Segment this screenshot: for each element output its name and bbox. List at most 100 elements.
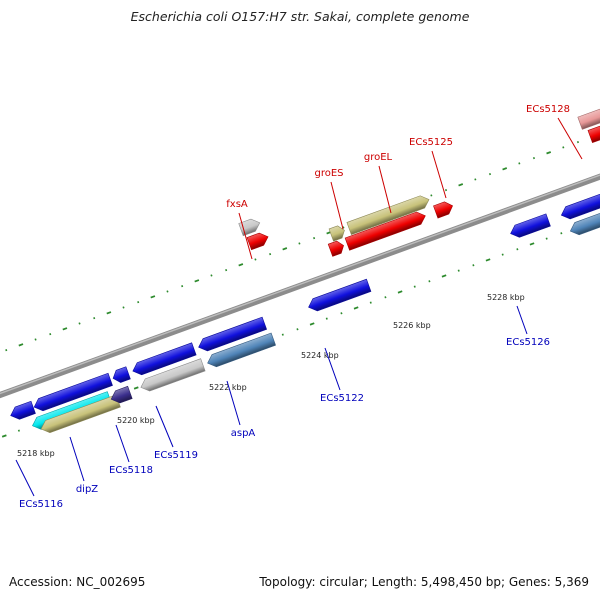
forward-scale-tick: [313, 237, 316, 240]
forward-scale-tick: [78, 322, 81, 325]
forward-scale-tick: [194, 279, 200, 283]
gene-ecs5125: [433, 201, 453, 219]
forward-scale-tick: [18, 343, 24, 347]
reverse-gene-leader: [15, 459, 35, 497]
scale-label: 5224 kbp: [301, 351, 339, 360]
forward-gene-leader: [238, 212, 253, 260]
reverse-gene-label: ECs5122: [320, 393, 364, 404]
forward-gene-leader: [330, 181, 344, 230]
forward-scale-tick: [181, 285, 184, 288]
forward-scale-tick: [225, 269, 228, 272]
reverse-scale-tick: [133, 386, 139, 390]
gene-ecs5116: [33, 372, 113, 412]
forward-scale-tick: [546, 151, 552, 155]
scale-label: 5226 kbp: [393, 321, 431, 330]
reverse-scale-tick: [17, 429, 21, 432]
genome-backbone: [0, 173, 600, 399]
reverse-gene-label: ECs5118: [109, 465, 153, 476]
reverse-scale-tick: [369, 301, 372, 304]
reverse-gene-label: dipZ: [76, 484, 98, 495]
gene-small-blue: [112, 366, 131, 383]
reverse-scale-tick: [413, 285, 416, 288]
forward-scale-tick: [137, 301, 140, 304]
genome-summary-text: Topology: circular; Length: 5,498,450 bp…: [259, 575, 589, 589]
accession-text: Accession: NC_002695: [9, 575, 146, 589]
forward-scale-tick: [106, 311, 112, 315]
gene-dipz: [40, 394, 121, 434]
genome-backbone-highlight: [0, 174, 600, 395]
reverse-scale-tick: [281, 333, 284, 336]
reverse-scale-tick: [472, 264, 475, 267]
forward-scale-tick: [488, 172, 492, 176]
forward-scale-tick: [458, 183, 464, 187]
forward-scale-tick: [210, 274, 213, 277]
gene-ecs5122: [308, 278, 372, 312]
gene-blue-5120: [198, 316, 268, 352]
gene-ecs5118: [132, 342, 197, 376]
forward-gene-label: fxsA: [226, 199, 248, 210]
forward-scale-tick: [150, 295, 156, 299]
scale-label: 5222 kbp: [209, 383, 247, 392]
gene-navy: [110, 385, 133, 404]
gene-fxsa: [246, 232, 269, 251]
gene-groel: [344, 211, 426, 251]
reverse-scale-tick: [340, 312, 343, 315]
reverse-gene-leader: [155, 405, 174, 448]
gene-ecs5115: [10, 400, 36, 420]
forward-scale-tick: [282, 247, 288, 251]
gene-groes: [327, 240, 344, 257]
reverse-gene-leader: [226, 380, 241, 426]
forward-scale-tick: [122, 306, 125, 309]
reverse-gene-leader: [115, 424, 130, 463]
forward-gene-label: ECs5128: [526, 104, 570, 115]
forward-scale-tick: [576, 140, 580, 144]
gene-ecs5128: [587, 115, 600, 144]
forward-scale-tick: [49, 333, 52, 336]
forward-scale-tick: [166, 290, 169, 293]
gene-pink-5129: [577, 102, 600, 130]
reverse-scale-tick: [485, 258, 491, 262]
reverse-gene-label: ECs5116: [19, 499, 63, 510]
forward-scale-tick: [474, 178, 477, 181]
forward-gene-leader: [557, 117, 583, 160]
reverse-scale-tick: [1, 434, 7, 438]
reverse-scale-tick: [397, 290, 403, 294]
reverse-scale-tick: [457, 269, 460, 272]
scale-label: 5228 kbp: [487, 293, 525, 302]
reverse-scale-tick: [325, 317, 328, 320]
reverse-scale-tick: [384, 296, 387, 299]
scale-label: 5218 kbp: [17, 449, 55, 458]
forward-scale-tick: [34, 338, 37, 341]
forward-gene-leader: [378, 165, 392, 214]
reverse-gene-leader: [324, 347, 341, 391]
reverse-gene-label: aspA: [231, 428, 256, 439]
forward-scale-tick: [62, 327, 68, 331]
reverse-scale-tick: [545, 237, 548, 240]
forward-scale-tick: [562, 146, 565, 149]
scale-label: 5220 kbp: [117, 416, 155, 425]
reverse-scale-tick: [516, 248, 519, 251]
reverse-gene-label: ECs5119: [154, 450, 198, 461]
forward-scale-tick: [518, 162, 521, 165]
forward-scale-tick: [298, 242, 301, 245]
reverse-scale-tick: [501, 253, 504, 256]
gene-steel-5127: [569, 205, 600, 236]
reverse-scale-tick: [309, 322, 315, 326]
genome-title: Escherichia coli O157:H7 str. Sakai, com…: [130, 9, 470, 24]
reverse-scale-tick: [353, 306, 359, 310]
gene-tan-large: [346, 195, 430, 236]
reverse-gene-label: ECs5126: [506, 337, 550, 348]
forward-gene-leader: [431, 150, 447, 199]
forward-scale-tick: [532, 156, 536, 160]
reverse-scale-tick: [428, 280, 431, 283]
forward-gene-label: groEL: [364, 152, 393, 163]
gene-ecs5119: [140, 358, 206, 392]
reverse-scale-tick: [560, 232, 563, 235]
gene-tan-small: [328, 225, 345, 242]
reverse-scale-tick: [296, 328, 299, 331]
forward-scale-tick: [430, 194, 433, 197]
forward-scale-tick: [238, 263, 244, 267]
reverse-scale-tick: [441, 274, 447, 278]
forward-scale-tick: [269, 253, 272, 256]
